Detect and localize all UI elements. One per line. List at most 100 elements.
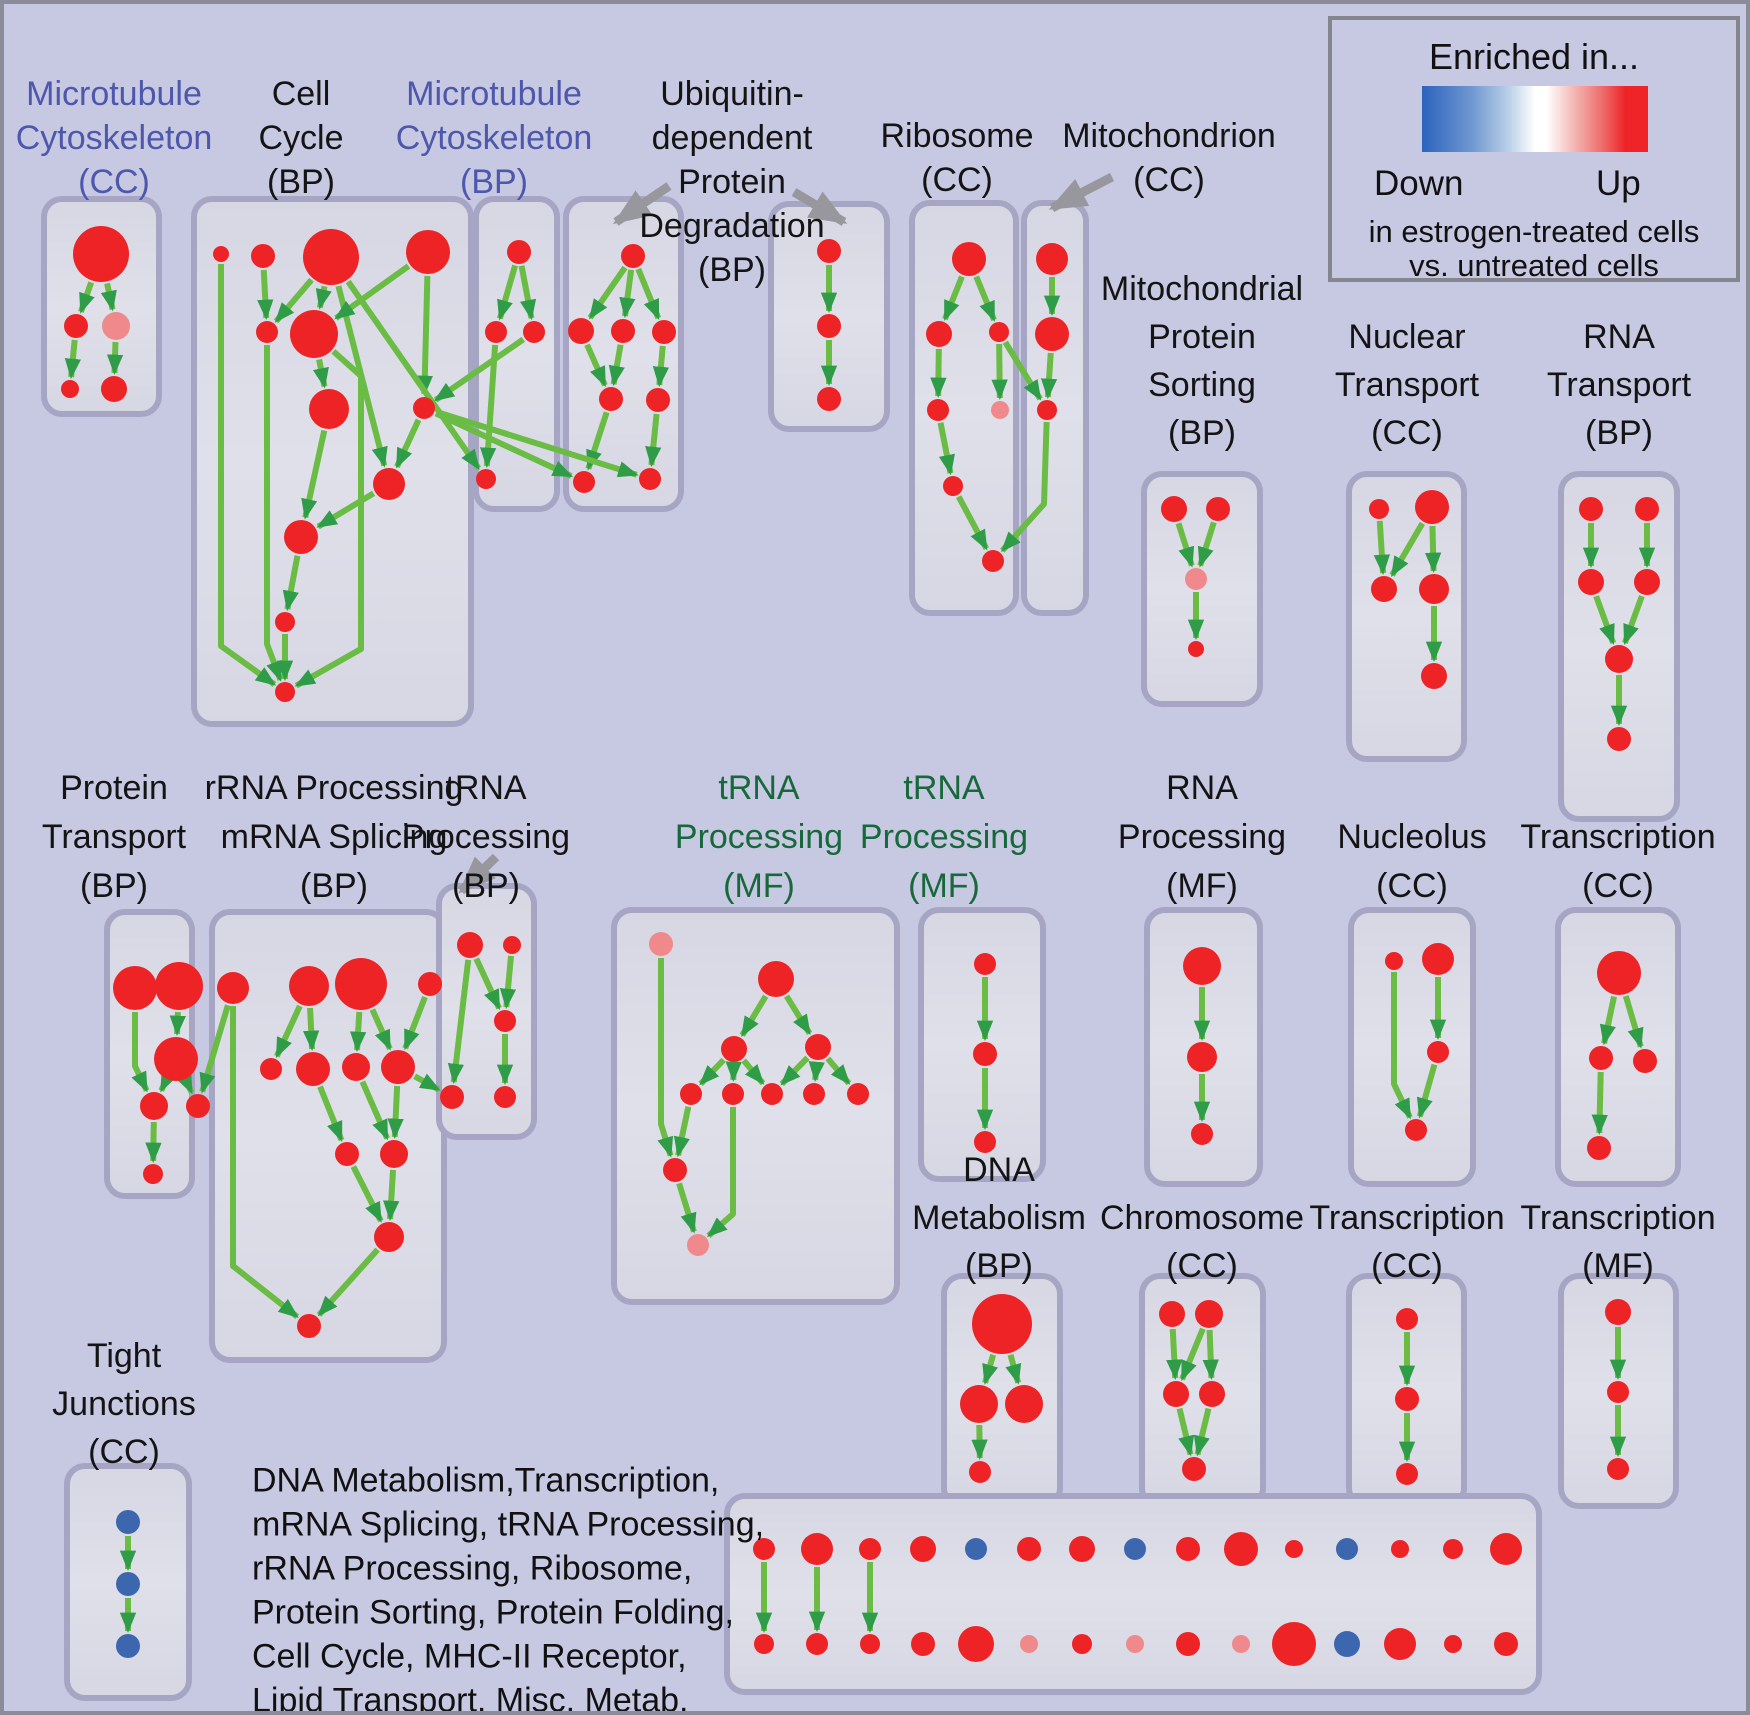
edge-microtubule-cc xyxy=(100,282,117,312)
edge-cell-cycle xyxy=(301,429,328,520)
edge-trna-mf-a xyxy=(706,1107,736,1238)
dna-metabolism-node xyxy=(1005,1385,1043,1423)
edge-trna-mf-a xyxy=(676,1182,697,1234)
bottom-panel-bottom-2-node xyxy=(860,1634,880,1654)
edge-trna-mf-a xyxy=(825,1056,852,1086)
ribosome-node xyxy=(927,399,949,421)
rna-transport-node xyxy=(1635,497,1659,521)
nucleolus-node xyxy=(1427,1041,1449,1063)
rna-transport-node xyxy=(1634,569,1660,595)
edge-cell-cycle xyxy=(273,277,314,324)
label-ribosome-line-2: (CC) xyxy=(921,161,993,199)
microtubule-cc-node xyxy=(101,376,127,402)
label-protein-transport-line-3: (BP) xyxy=(80,867,148,905)
nuclear-transport-node xyxy=(1371,576,1397,602)
trna-mf-b-node xyxy=(974,1131,996,1153)
nuclear-transport-node xyxy=(1415,490,1449,524)
chromosome-node xyxy=(1195,1300,1223,1328)
cluster-box-nucleolus xyxy=(1348,907,1476,1187)
edge-transcription-cc xyxy=(1622,995,1644,1049)
bottom-panel-bottom-6-node xyxy=(1072,1634,1092,1654)
edge-rrna-mrna xyxy=(369,1008,393,1051)
transcription-mf-node xyxy=(1607,1381,1629,1403)
edge-transcription-cc xyxy=(1591,1071,1608,1136)
trna-mf-a-node xyxy=(649,932,673,956)
ubiquitin-degradation-b-node xyxy=(817,239,841,263)
bottom-panel-top-3-node xyxy=(910,1536,936,1562)
bottom-panel-box xyxy=(724,1493,1542,1695)
edge-chromosome xyxy=(1176,1407,1195,1457)
edge-rrna-mrna xyxy=(303,1007,320,1052)
cell-cycle-node xyxy=(213,246,229,262)
edge-trna-bp xyxy=(447,959,472,1085)
edge-ribosome xyxy=(955,495,990,551)
footer-text-line-3: rRNA Processing, Ribosome, xyxy=(252,1549,693,1588)
edge-trna-mf-a xyxy=(779,1055,810,1087)
edge-nuclear-transport xyxy=(1389,521,1425,577)
trna-bp-node xyxy=(503,936,521,954)
label-trna-processing-mf-a-line-2: Processing xyxy=(674,818,844,856)
edge-chromosome xyxy=(1166,1328,1183,1381)
rrna-mrna-node xyxy=(374,1222,404,1252)
label-transcription-mf-line-1: Transcription xyxy=(1520,1199,1716,1237)
tight-junctions-node xyxy=(116,1510,140,1534)
edge-rrna-mrna xyxy=(349,1011,367,1053)
microtubule-bp-node xyxy=(523,321,545,343)
footer-text-line-2: mRNA Splicing, tRNA Processing, xyxy=(252,1505,765,1544)
rna-transport-node xyxy=(1578,569,1604,595)
nuclear-transport-node xyxy=(1421,663,1447,689)
edge-trna-mf-a xyxy=(741,1058,766,1086)
label-mitochondrial-protein-sorting-line-1: Mitochondrial xyxy=(1100,270,1304,308)
rrna-mrna-node xyxy=(381,1050,415,1084)
label-nuclear-transport-line-1: Nuclear xyxy=(1348,318,1466,356)
rna-transport-node xyxy=(1607,727,1631,751)
microtubule-bp-node xyxy=(476,469,496,489)
bottom-panel-bottom-3-node xyxy=(911,1632,935,1656)
protein-transport-node xyxy=(140,1092,168,1120)
rrna-mrna-node xyxy=(296,1052,330,1086)
trna-mf-a-node xyxy=(847,1083,869,1105)
transcription-cc-node xyxy=(1597,951,1641,995)
bottom-panel-top-13-node xyxy=(1443,1539,1463,1559)
cluster-box-trna-mf-a xyxy=(611,907,900,1305)
edge-protein-transport xyxy=(169,1011,186,1037)
bottom-panel-bottom-5-node xyxy=(1020,1635,1038,1653)
label-trna-processing-mf-b-line-3: (MF) xyxy=(908,867,980,905)
mito-protein-sorting-node xyxy=(1206,497,1230,521)
edge-rrna-mrna xyxy=(317,1085,345,1142)
edge-dna-metabolism xyxy=(982,1353,998,1385)
nucleolus-node xyxy=(1422,943,1454,975)
nuclear-transport-node xyxy=(1419,574,1449,604)
edge-mito-protein-sorting xyxy=(1197,521,1217,568)
label-trna-processing-mf-b-line-1: tRNA xyxy=(903,769,985,807)
edge-trna-mf-a xyxy=(698,1057,726,1086)
dna-metabolism-node xyxy=(972,1294,1032,1354)
edge-microtubule-cc xyxy=(64,339,82,380)
microtubule-cc-node xyxy=(64,314,88,338)
cross-edge xyxy=(433,336,526,403)
label-dna-metabolism-line-2: Metabolism xyxy=(912,1199,1086,1237)
bottom-panel-bottom-10-node xyxy=(1272,1622,1316,1666)
microtubule-bp-node xyxy=(485,321,507,343)
bottom-panel-bottom-0-node xyxy=(754,1634,774,1654)
edge-ubiquitin-degradation-a xyxy=(635,267,662,320)
microtubule-cc-node xyxy=(61,380,79,398)
label-nuclear-transport-line-2: Transport xyxy=(1334,366,1480,404)
cross-edge xyxy=(345,279,482,471)
edge-trna-bp xyxy=(473,957,502,1011)
ribosome-node xyxy=(991,401,1009,419)
edge-rrna-mrna xyxy=(350,1165,384,1223)
edge-cell-cycle xyxy=(394,418,422,469)
trna-mf-b-node xyxy=(974,953,996,975)
legend-gradient-bar xyxy=(1422,86,1648,152)
bottom-panel-bottom-4-node xyxy=(958,1626,994,1662)
ubiquitin-degradation-b-node xyxy=(817,387,841,411)
chromosome-node xyxy=(1159,1301,1185,1327)
edge-nucleolus xyxy=(1391,972,1413,1120)
cell-cycle-node xyxy=(284,520,318,554)
label-tight-junctions-line-1: Tight xyxy=(86,1337,162,1375)
transcription-mf-node xyxy=(1605,1299,1631,1325)
bottom-panel-bottom-11-node xyxy=(1334,1631,1360,1657)
edge-protein-transport xyxy=(158,1070,177,1093)
